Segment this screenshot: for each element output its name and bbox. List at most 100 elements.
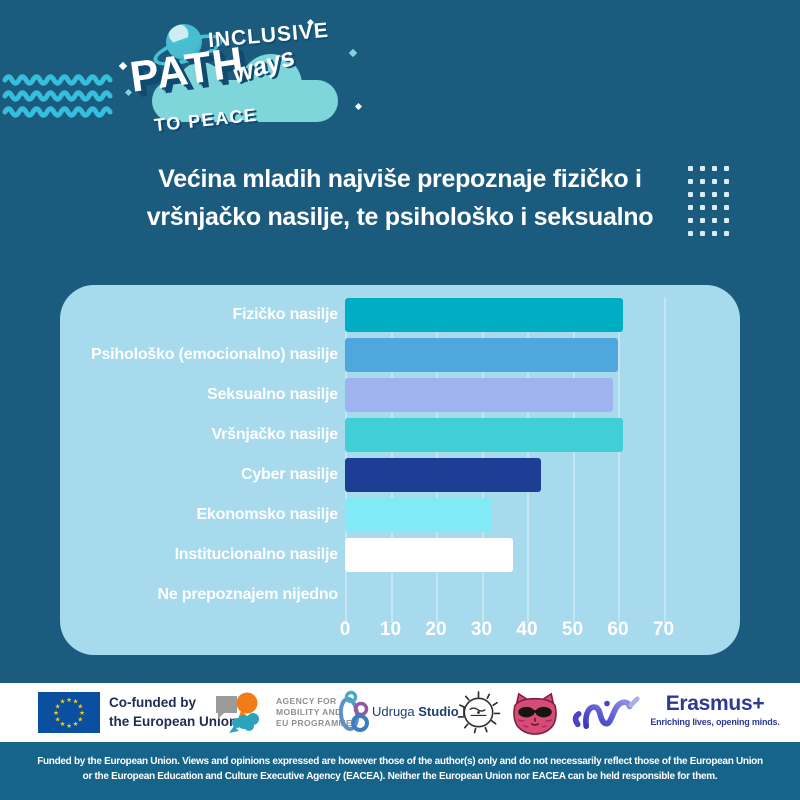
agency-mobility-label: AGENCY FOR MOBILITY AND EU PROGRAMMES (276, 696, 358, 729)
bar-category-text: Fizičko nasilje (232, 306, 339, 323)
svg-text:★: ★ (60, 698, 66, 706)
dot (724, 192, 729, 197)
bar-track (345, 538, 740, 572)
chart-rows: Fizičko nasilje Psihološko (emocionalno) … (60, 298, 740, 618)
studio-b-label: Udruga Studio B (372, 704, 472, 719)
bar (345, 538, 514, 572)
bar-track (345, 378, 740, 412)
dot (688, 205, 693, 210)
x-tick-label: 20 (425, 619, 447, 640)
dot (700, 192, 705, 197)
x-axis: 0 10 20 30 40 50 60 70 (340, 619, 705, 645)
funding-disclaimer: Funded by the European Union. Views and … (0, 742, 800, 800)
cat-logo-icon (513, 692, 557, 735)
studio-b-prefix: Udruga (372, 704, 415, 719)
bar-track (345, 298, 740, 332)
confetti-icon (124, 88, 133, 97)
dot (712, 179, 717, 184)
bar (345, 458, 541, 492)
bar-category-text: Psihološko (emocionalno) nasilje (91, 346, 338, 363)
bar-category-label: Psihološko (emocionalno) nasilje (60, 346, 338, 364)
agency-mobility-logo-icon (216, 692, 259, 733)
x-tick-label: 40 (516, 619, 538, 640)
dot (700, 179, 705, 184)
bar-track (345, 338, 740, 372)
agency-line2: MOBILITY AND (276, 707, 342, 717)
bar (345, 498, 491, 532)
disclaimer-line1: Funded by the European Union. Views and … (37, 756, 763, 767)
dot (688, 179, 693, 184)
bar-category-text: Vršnjačko nasilje (211, 426, 339, 443)
partner-logo-strip: ★ ★ ★ ★ ★ ★ ★ ★ ★ ★ ★ ★ Co-funded by the Europea… (0, 683, 800, 742)
x-tick-label: 70 (652, 619, 675, 640)
bar-category-label: Vršnjačko nasilje (60, 426, 339, 444)
chart-row: Psihološko (emocionalno) nasilje (60, 338, 740, 372)
bar-category-text: Institucionalno nasilje (174, 546, 339, 563)
bar (345, 298, 623, 332)
bar-category-text: Ne prepoznajem nijedno (157, 586, 338, 603)
svg-text:★: ★ (53, 709, 59, 717)
chart-row: Seksualno nasilje (60, 378, 740, 412)
dot (688, 218, 693, 223)
chart-row: Cyber nasilje (60, 458, 740, 492)
svg-text:★: ★ (55, 715, 61, 723)
dot-grid-decoration (688, 166, 736, 244)
chart-row: Ne prepoznajem nijedno (60, 578, 740, 612)
pathways-to-peace-logo: INCLUSIVE PATH ways TO PEACE (100, 8, 430, 158)
eu-cofunded-line1: Co-funded by (109, 695, 196, 710)
confetti-icon (118, 61, 128, 71)
dot (712, 205, 717, 210)
dot (688, 192, 693, 197)
bar (345, 338, 618, 372)
disclaimer-line2: or the European Education and Culture Ex… (82, 771, 718, 782)
svg-text:★: ★ (66, 696, 72, 704)
waves-decoration-icon (2, 74, 113, 118)
dot (724, 205, 729, 210)
page-title: Većina mladih najviše prepoznaje fizičko… (80, 160, 720, 236)
erasmus-wordmark: Erasmus+ (665, 692, 765, 715)
bar-category-label: Institucionalno nasilje (60, 546, 339, 564)
svg-text:★: ★ (77, 702, 83, 710)
dot (724, 166, 729, 171)
bar (345, 378, 614, 412)
erasmus-tagline: Enriching lives, opening minds. (650, 717, 780, 727)
bar-track (345, 578, 740, 612)
dot (724, 218, 729, 223)
bar-track (345, 458, 740, 492)
erasmus-logo: Erasmus+ Enriching lives, opening minds. (648, 692, 782, 727)
agency-line3: EU PROGRAMMES (276, 718, 359, 728)
bar-category-label: Ekonomsko nasilje (60, 506, 338, 524)
chart-row: Fizičko nasilje (60, 298, 740, 332)
bar-track (345, 418, 740, 452)
dot (712, 166, 717, 171)
svg-text:★: ★ (55, 702, 61, 710)
dot (712, 192, 717, 197)
x-tick-label: 60 (607, 619, 629, 640)
dot (688, 166, 693, 171)
cloud-icon (152, 54, 338, 122)
gridline (572, 297, 575, 623)
dot (724, 179, 729, 184)
bar-category-text: Ekonomsko nasilje (196, 506, 338, 523)
bar-category-label: Seksualno nasilje (60, 386, 338, 404)
svg-text:★: ★ (73, 720, 79, 728)
svg-text:★: ★ (66, 722, 72, 730)
dot (700, 231, 705, 236)
x-tick-label: 30 (470, 619, 493, 640)
bar-track (345, 498, 740, 532)
svg-text:★: ★ (73, 698, 79, 706)
bar-chart-panel: Fizičko nasilje Psihološko (emocionalno) … (60, 285, 740, 655)
gridline (663, 297, 666, 623)
planet-icon (166, 24, 202, 60)
svg-text:★: ★ (77, 715, 83, 723)
squiggle-logo-icon (572, 696, 640, 730)
studio-b-logo-icon (338, 690, 369, 732)
bar-category-label: Ne prepoznajem nijedno (60, 586, 338, 604)
round-stamp-logo-icon (457, 691, 501, 734)
dot (724, 231, 729, 236)
x-tick-label: 10 (379, 619, 402, 640)
agency-line1: AGENCY FOR (276, 696, 337, 706)
eu-flag-icon: ★★★ ★★★ ★★★ ★ ★★ (38, 692, 100, 733)
bar-category-label: Cyber nasilje (60, 466, 338, 484)
page-title-line2: vršnjačko nasilje, te psihološko i seksu… (146, 203, 654, 231)
